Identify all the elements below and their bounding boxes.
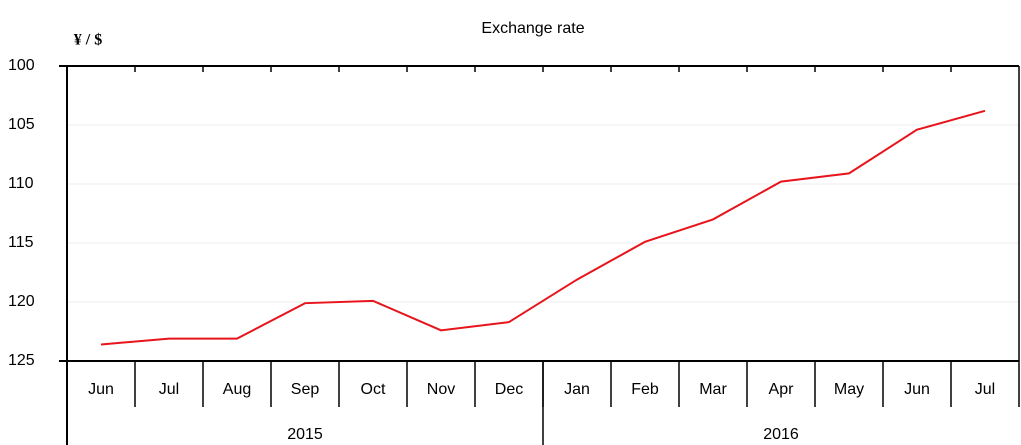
x-tick-label: Nov xyxy=(427,381,455,398)
y-axis-label: ¥ / $ xyxy=(74,32,102,49)
y-tick-label: 105 xyxy=(8,116,35,133)
x-tick-label: May xyxy=(834,381,864,398)
y-tick-label: 125 xyxy=(8,352,35,369)
x-tick-label: Jun xyxy=(904,381,930,398)
x-tick-label: Oct xyxy=(361,381,386,398)
x-tick-label: Aug xyxy=(223,381,251,398)
x-tick-label: Sep xyxy=(291,381,320,398)
chart-title: Exchange rate xyxy=(481,20,584,37)
x-tick-label: Feb xyxy=(631,381,659,398)
x-tick-label: Jul xyxy=(975,381,995,398)
y-tick-label: 120 xyxy=(8,293,35,310)
line xyxy=(100,109,986,346)
year-label: 2016 xyxy=(763,426,799,443)
x-tick-label: Mar xyxy=(699,381,727,398)
y-tick-label: 115 xyxy=(8,234,34,251)
x-tick-label: Dec xyxy=(495,381,523,398)
year-label: 2015 xyxy=(287,426,323,443)
x-tick-label: Apr xyxy=(769,381,795,398)
x-tick-label: Jan xyxy=(564,381,590,398)
x-tick-label: Jun xyxy=(88,381,114,398)
y-tick-label: 110 xyxy=(8,175,34,192)
y-tick-label: 100 xyxy=(8,57,35,74)
x-tick-label: Jul xyxy=(159,381,179,398)
